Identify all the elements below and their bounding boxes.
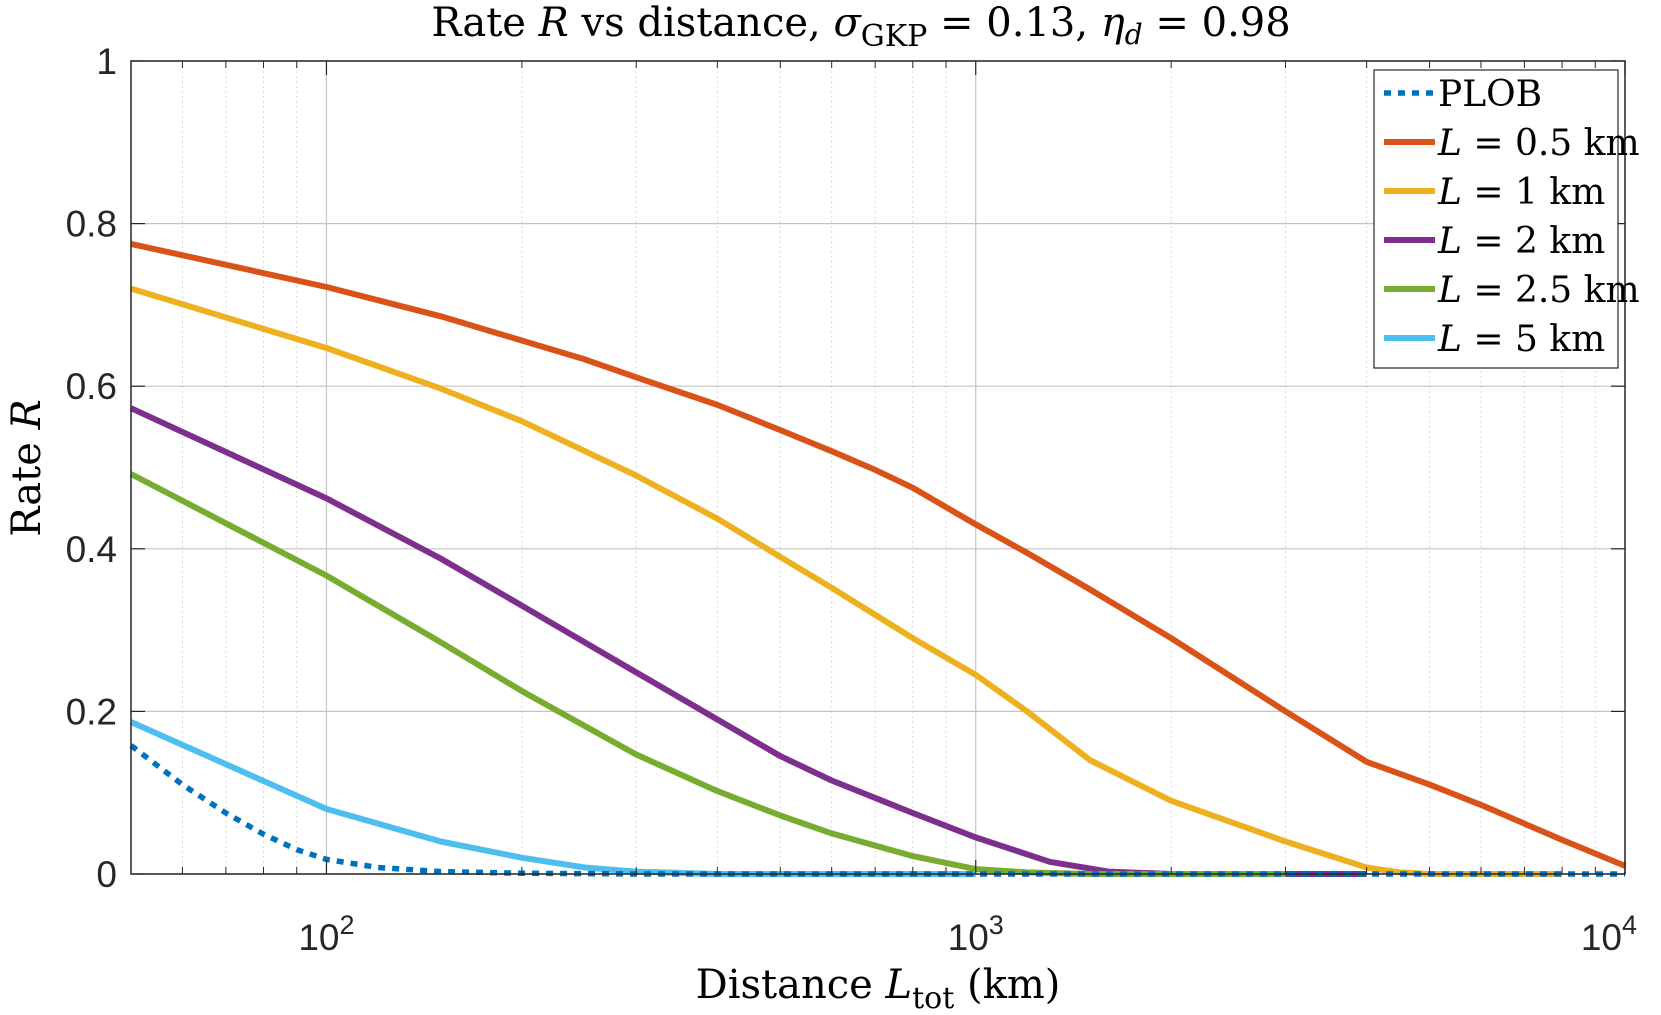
legend: PLOB L = 0.5 km L = 1 km L = 2 km L = 2.5 km… <box>1373 69 1640 369</box>
x-tick-label: 102 <box>298 910 354 958</box>
legend-label: L = 2 km <box>1437 221 1605 262</box>
series-line-2-5km <box>129 471 1286 877</box>
y-axis-label: Rate R <box>4 399 50 536</box>
y-tick-label: 0 <box>96 854 117 895</box>
chart-title: Rate R vs distance, σGKP = 0.13, ηd = 0.… <box>431 0 1290 54</box>
x-axis-label: Distance Ltot (km) <box>696 962 1061 1015</box>
series-line-0-5km <box>130 240 1627 869</box>
legend-label: L = 1 km <box>1437 172 1605 213</box>
legend-label: L = 2.5 km <box>1437 270 1640 311</box>
y-tick-label: 1 <box>96 41 117 82</box>
series-line-1km <box>130 285 1563 877</box>
axes-frame <box>130 60 1626 875</box>
y-tick-label: 0.2 <box>66 691 117 732</box>
series-line-2km <box>129 405 1367 877</box>
x-tick-label: 104 <box>1581 910 1637 958</box>
x-tick-label: 103 <box>948 910 1004 958</box>
y-tick-labels: 0 0.2 0.4 0.6 0.8 1 <box>66 41 117 895</box>
y-tick-label: 0.8 <box>66 204 117 245</box>
legend-label: L = 5 km <box>1437 319 1605 360</box>
legend-label: PLOB <box>1438 74 1542 115</box>
y-tick-label: 0.6 <box>66 366 117 407</box>
legend-box <box>1373 69 1619 369</box>
x-tick-labels: 102 103 104 <box>298 910 1637 958</box>
series-layer <box>129 240 1627 877</box>
y-tick-label: 0.4 <box>66 529 117 570</box>
legend-label: L = 0.5 km <box>1437 123 1640 164</box>
axis-ticks <box>130 60 1626 875</box>
